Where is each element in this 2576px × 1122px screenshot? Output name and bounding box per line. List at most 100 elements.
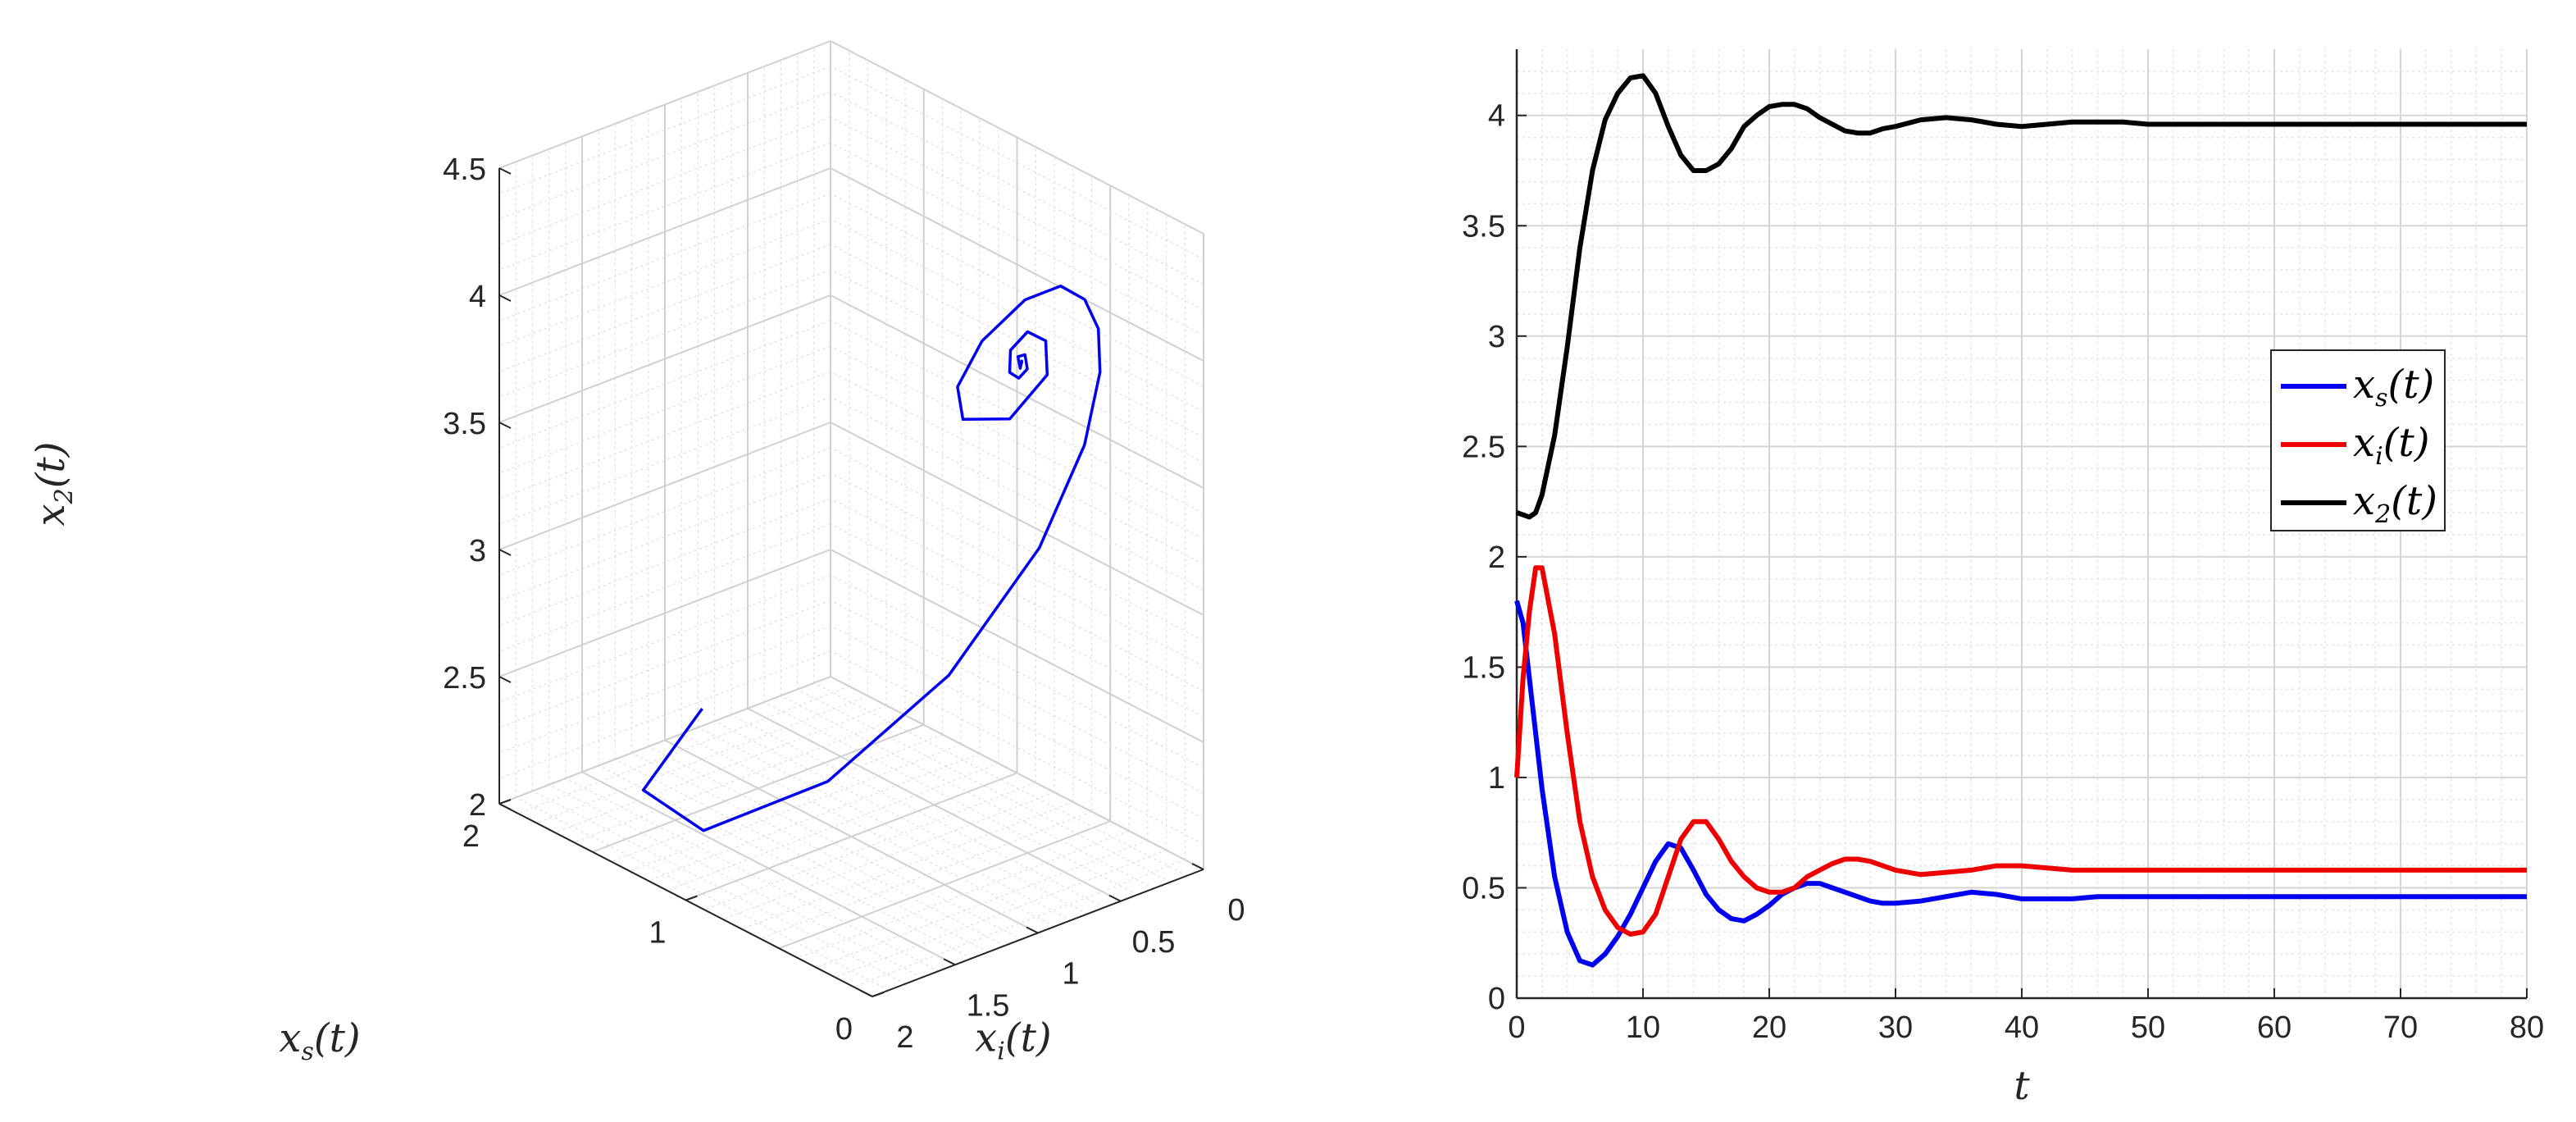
back-wall-grid-line [830,320,1204,514]
y-tick-label: 4 [1488,99,1505,134]
xi-tick-mark [943,958,956,966]
floor-grid-line [555,705,887,833]
floor-grid-line [778,820,1111,950]
back-wall-grid-line [830,116,1204,311]
xi-tick-mark [1108,894,1122,902]
y-tick-label: 0.5 [1462,871,1505,905]
legend-label-s-sub: s [2375,384,2387,413]
floor-grid-line [565,778,940,972]
x2-axis-label-tail: (t) [28,442,74,489]
right-time-series-plot: 0 10 20 30 40 50 60 70 8000.511.522.533.54txs(t)… [1462,49,2544,1109]
y-tick-label: 2.5 [1462,430,1505,464]
side-wall-grid-line [498,447,831,576]
floor-grid-line [730,714,1105,909]
side-wall-grid-line [498,422,831,550]
side-wall-grid-line [498,650,831,779]
x-tick-label: 60 [2257,1010,2292,1045]
side-wall-grid-line [498,396,831,525]
x2-tick-mark [498,803,512,810]
side-wall-grid-line [498,40,831,169]
xs-tick-mark [685,895,698,901]
side-wall-grid-line [498,371,831,499]
xi-tick-mark [1191,863,1204,870]
side-wall-grid-line [498,193,831,322]
x-tick-label: 70 [2383,1010,2418,1045]
y-tick-label: 3.5 [1462,209,1505,244]
legend-label-2-tail: (t) [2391,478,2437,524]
back-wall-grid-line [830,498,1204,692]
x2-tick-mark [498,422,512,429]
back-wall-grid-line [830,218,1204,413]
xs-tick-label: 1 [649,916,666,951]
x-tick-label: 30 [1878,1010,1913,1045]
xs-axis-label-tail: (t) [314,1015,361,1061]
x2-axis-label: x2(t) [28,442,79,527]
side-wall-grid-line [498,269,831,398]
x2-tick-mark [498,167,512,175]
x2-tick-label: 3.5 [443,407,486,441]
y-tick-label: 0 [1488,982,1505,1016]
side-wall-grid-line [498,142,831,271]
legend: xs(t)xi(t)x2(t) [2270,349,2446,531]
xs-axis-label-main: x [279,1015,301,1061]
back-wall-grid-line [830,66,1204,260]
floor-grid-line [797,688,1171,883]
floor-grid-line [532,790,906,985]
floor-grid-line [781,695,1154,889]
xi-tick-label: 1.5 [967,988,1010,1023]
x-tick-label: 10 [1626,1010,1660,1045]
x2-tick-label: 2.5 [443,661,486,696]
xs-axis-label-sub: s [301,1038,313,1066]
side-wall-grid-line [498,523,831,652]
xi-tick-label: 0.5 [1132,925,1176,960]
floor-grid-line [573,714,906,843]
back-wall-grid-line [830,523,1204,718]
xi-tick-label: 2 [896,1020,913,1055]
floor-grid-line [517,686,849,814]
floor-grid-line [816,840,1148,969]
legend-label-s: xs(t) [2353,362,2434,413]
x2-tick-label: 3 [469,534,486,568]
back-wall-grid-line [830,447,1204,641]
xs-tick-mark [498,799,512,805]
floor-grid-line [853,859,1186,987]
floor-grid-line [648,753,981,882]
side-wall-grid-line [498,91,831,220]
legend-label-i-tail: (t) [2383,420,2430,466]
x-tick-label: 80 [2510,1010,2544,1045]
side-wall-grid-line [498,116,831,245]
side-wall-grid-line [498,218,831,347]
side-wall-grid-line [498,167,831,296]
back-wall-grid-line [830,193,1204,387]
trajectory-line [641,284,1102,832]
back-wall-grid-line [830,396,1204,591]
floor-grid-line [630,743,962,872]
back-wall-grid-line [830,91,1204,285]
x2-tick-mark [498,294,512,302]
xs-tick-label: 2 [462,819,480,854]
xi-tick-mark [1026,926,1039,934]
back-wall-grid-line [830,269,1204,463]
back-wall-grid-line [830,244,1204,438]
floor-grid-line [667,763,999,892]
floor-grid-line [611,733,943,863]
x2-axis-label-sub: 2 [50,488,79,504]
xi-tick-label: 1 [1062,957,1079,992]
y-tick-label: 2 [1488,540,1505,575]
floor-grid-line [760,810,1092,940]
side-wall-grid-line [498,244,831,372]
floor-grid-line [835,849,1167,978]
back-wall-grid-line [830,549,1204,743]
back-wall-grid-line [830,371,1204,565]
floor-grid-line [722,791,1055,920]
side-wall-grid-line [498,294,831,423]
back-wall-grid-line [830,40,1204,235]
floor-grid-line [763,701,1138,896]
side-wall-grid-line [498,345,831,474]
xi-tick-label: 0 [1227,893,1245,928]
y-tick-label: 3 [1488,320,1505,354]
floor-grid-line [680,733,1055,928]
legend-label-i: xi(t) [2353,420,2429,471]
